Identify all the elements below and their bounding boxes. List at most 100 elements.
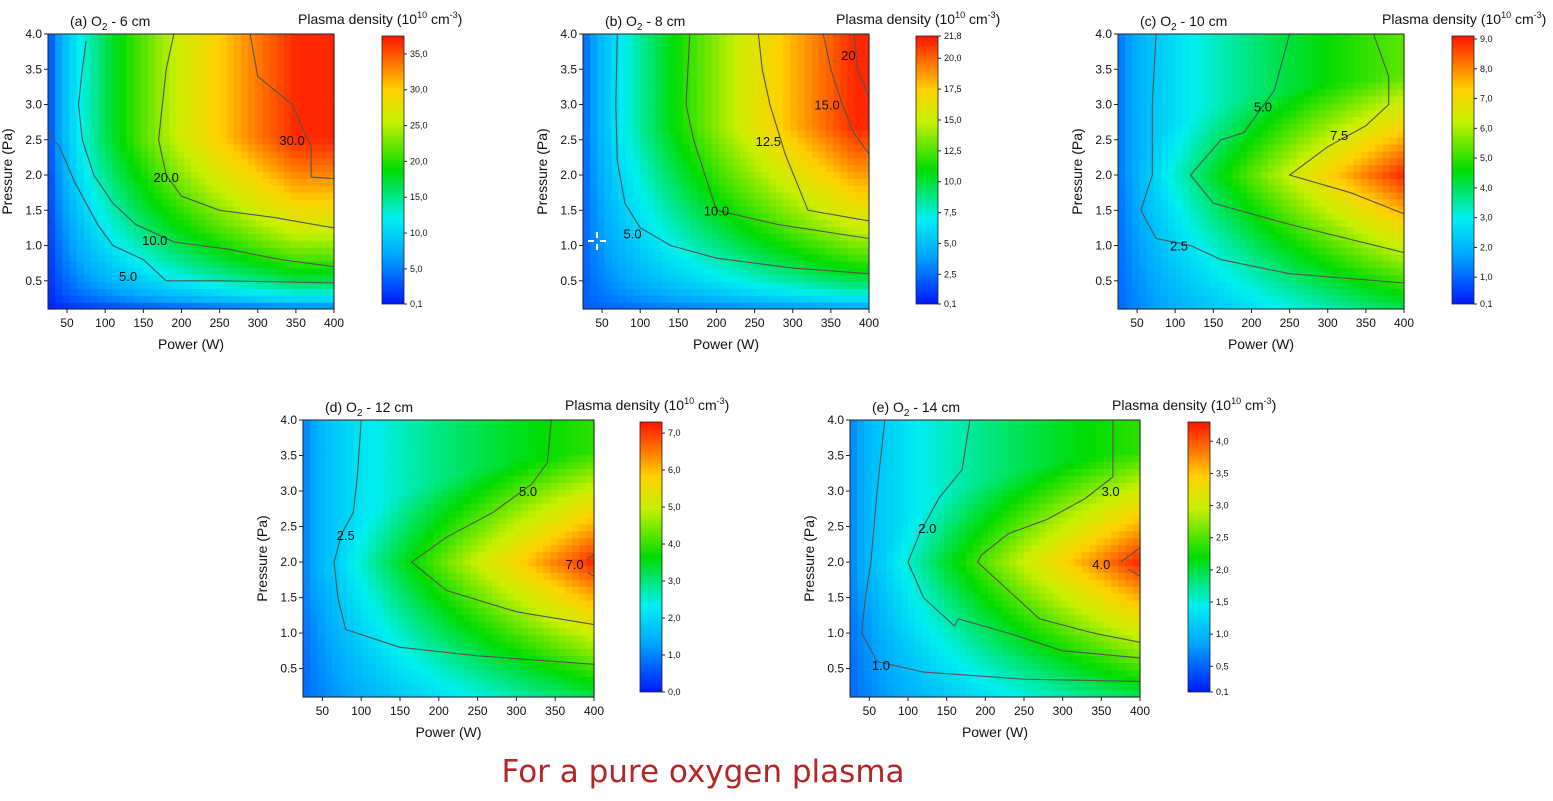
heatmap-cell <box>133 281 142 289</box>
heatmap-cell <box>255 40 264 49</box>
heatmap-cell <box>248 199 256 207</box>
heatmap-cell <box>1346 212 1355 221</box>
heatmap-cell <box>1375 212 1384 221</box>
heatmap-cell <box>597 267 606 276</box>
y-tick-label: 2.5 <box>1095 133 1112 147</box>
heatmap-cell <box>1361 247 1369 255</box>
heatmap-cell <box>640 302 648 310</box>
heatmap-cell <box>754 61 763 69</box>
heatmap-cell <box>1196 144 1205 152</box>
heatmap-cell <box>625 130 634 138</box>
heatmap-cell <box>826 199 834 207</box>
heatmap-cell <box>1303 144 1312 152</box>
contour-label: 5.0 <box>119 269 137 284</box>
heatmap-cell <box>262 247 271 255</box>
heatmap-cell <box>747 212 756 221</box>
heatmap-cell <box>1132 219 1141 228</box>
heatmap-cell <box>1346 226 1355 234</box>
heatmap-cell <box>112 233 121 241</box>
x-tick-label: 150 <box>133 316 153 330</box>
heatmap-cell <box>783 102 791 111</box>
heatmap-cell <box>854 302 863 310</box>
heatmap-cell <box>590 226 598 234</box>
heatmap-cell <box>740 82 749 90</box>
heatmap-cell <box>298 171 306 179</box>
heatmap-cell <box>1325 123 1334 131</box>
heatmap-cell <box>1268 219 1276 228</box>
heatmap-cell <box>754 192 763 200</box>
heatmap-cell <box>847 61 856 69</box>
heatmap-cell <box>291 254 299 262</box>
colorbar-tick-label: 20,0 <box>944 53 962 63</box>
heatmap-cell <box>654 89 663 97</box>
heatmap-cell <box>818 233 827 241</box>
heatmap-cell <box>583 240 591 248</box>
heatmap-cell <box>255 68 264 76</box>
heatmap-cell <box>747 288 756 296</box>
heatmap-cell <box>1368 178 1376 186</box>
heatmap-cell <box>1368 254 1376 262</box>
heatmap-cell <box>583 116 591 124</box>
heatmap-cell <box>319 144 328 152</box>
heatmap-cell <box>90 68 99 76</box>
heatmap-cell <box>1289 199 1298 207</box>
heatmap-cell <box>241 89 249 97</box>
heatmap-cell <box>833 82 841 90</box>
heatmap-cell <box>783 34 791 42</box>
heatmap-cell <box>1196 123 1205 131</box>
heatmap-cell <box>148 130 156 138</box>
heatmap-cell <box>1189 226 1198 234</box>
heatmap-cell <box>140 240 149 248</box>
heatmap-cell <box>726 34 734 42</box>
heatmap-cell <box>597 247 606 255</box>
heatmap-cell <box>98 233 106 241</box>
heatmap-cell <box>1296 178 1305 186</box>
heatmap-cell <box>1353 233 1362 241</box>
heatmap-cell <box>298 95 306 104</box>
heatmap-cell <box>90 82 99 90</box>
heatmap-cell <box>183 75 192 83</box>
heatmap-cell <box>797 240 806 248</box>
heatmap-cell <box>726 61 734 69</box>
heatmap-cell <box>804 102 813 111</box>
heatmap-cell <box>733 302 741 310</box>
heatmap-cell <box>597 254 606 262</box>
heatmap-cell <box>811 185 820 193</box>
heatmap-cell <box>1210 61 1219 69</box>
heatmap-cell <box>1125 267 1133 276</box>
heatmap-cell <box>1182 192 1191 200</box>
heatmap-cell <box>690 247 698 255</box>
heatmap-cell <box>1303 137 1312 145</box>
heatmap-cell <box>48 123 56 131</box>
heatmap-cell <box>861 75 870 83</box>
heatmap-cell <box>733 102 741 111</box>
heatmap-cell <box>1275 185 1284 193</box>
heatmap-cell <box>269 192 278 200</box>
heatmap-cell <box>169 254 178 262</box>
heatmap-cell <box>1160 116 1169 124</box>
heatmap-cell <box>119 178 128 186</box>
heatmap-cell <box>1189 233 1198 241</box>
heatmap-cell <box>1182 281 1191 289</box>
heatmap-cell <box>1318 102 1326 111</box>
heatmap-cell <box>69 260 78 269</box>
heatmap-cell <box>262 61 271 69</box>
heatmap-cell <box>276 116 285 124</box>
heatmap-cell <box>783 260 791 269</box>
heatmap-cell <box>55 267 63 276</box>
heatmap-cell <box>198 171 206 179</box>
heatmap-cell <box>1318 260 1326 269</box>
heatmap-cell <box>1175 178 1183 186</box>
heatmap-cell <box>191 164 199 173</box>
heatmap-cell <box>76 226 85 234</box>
heatmap-cell <box>747 144 756 152</box>
heatmap-cell <box>861 281 870 289</box>
heatmap-cell <box>248 240 256 248</box>
heatmap-cell <box>675 192 684 200</box>
heatmap-cell <box>647 95 656 104</box>
heatmap-cell <box>833 61 841 69</box>
heatmap-cell <box>790 157 799 166</box>
heatmap-cell <box>604 233 613 241</box>
heatmap-cell <box>226 192 235 200</box>
heatmap-cell <box>1225 61 1233 69</box>
